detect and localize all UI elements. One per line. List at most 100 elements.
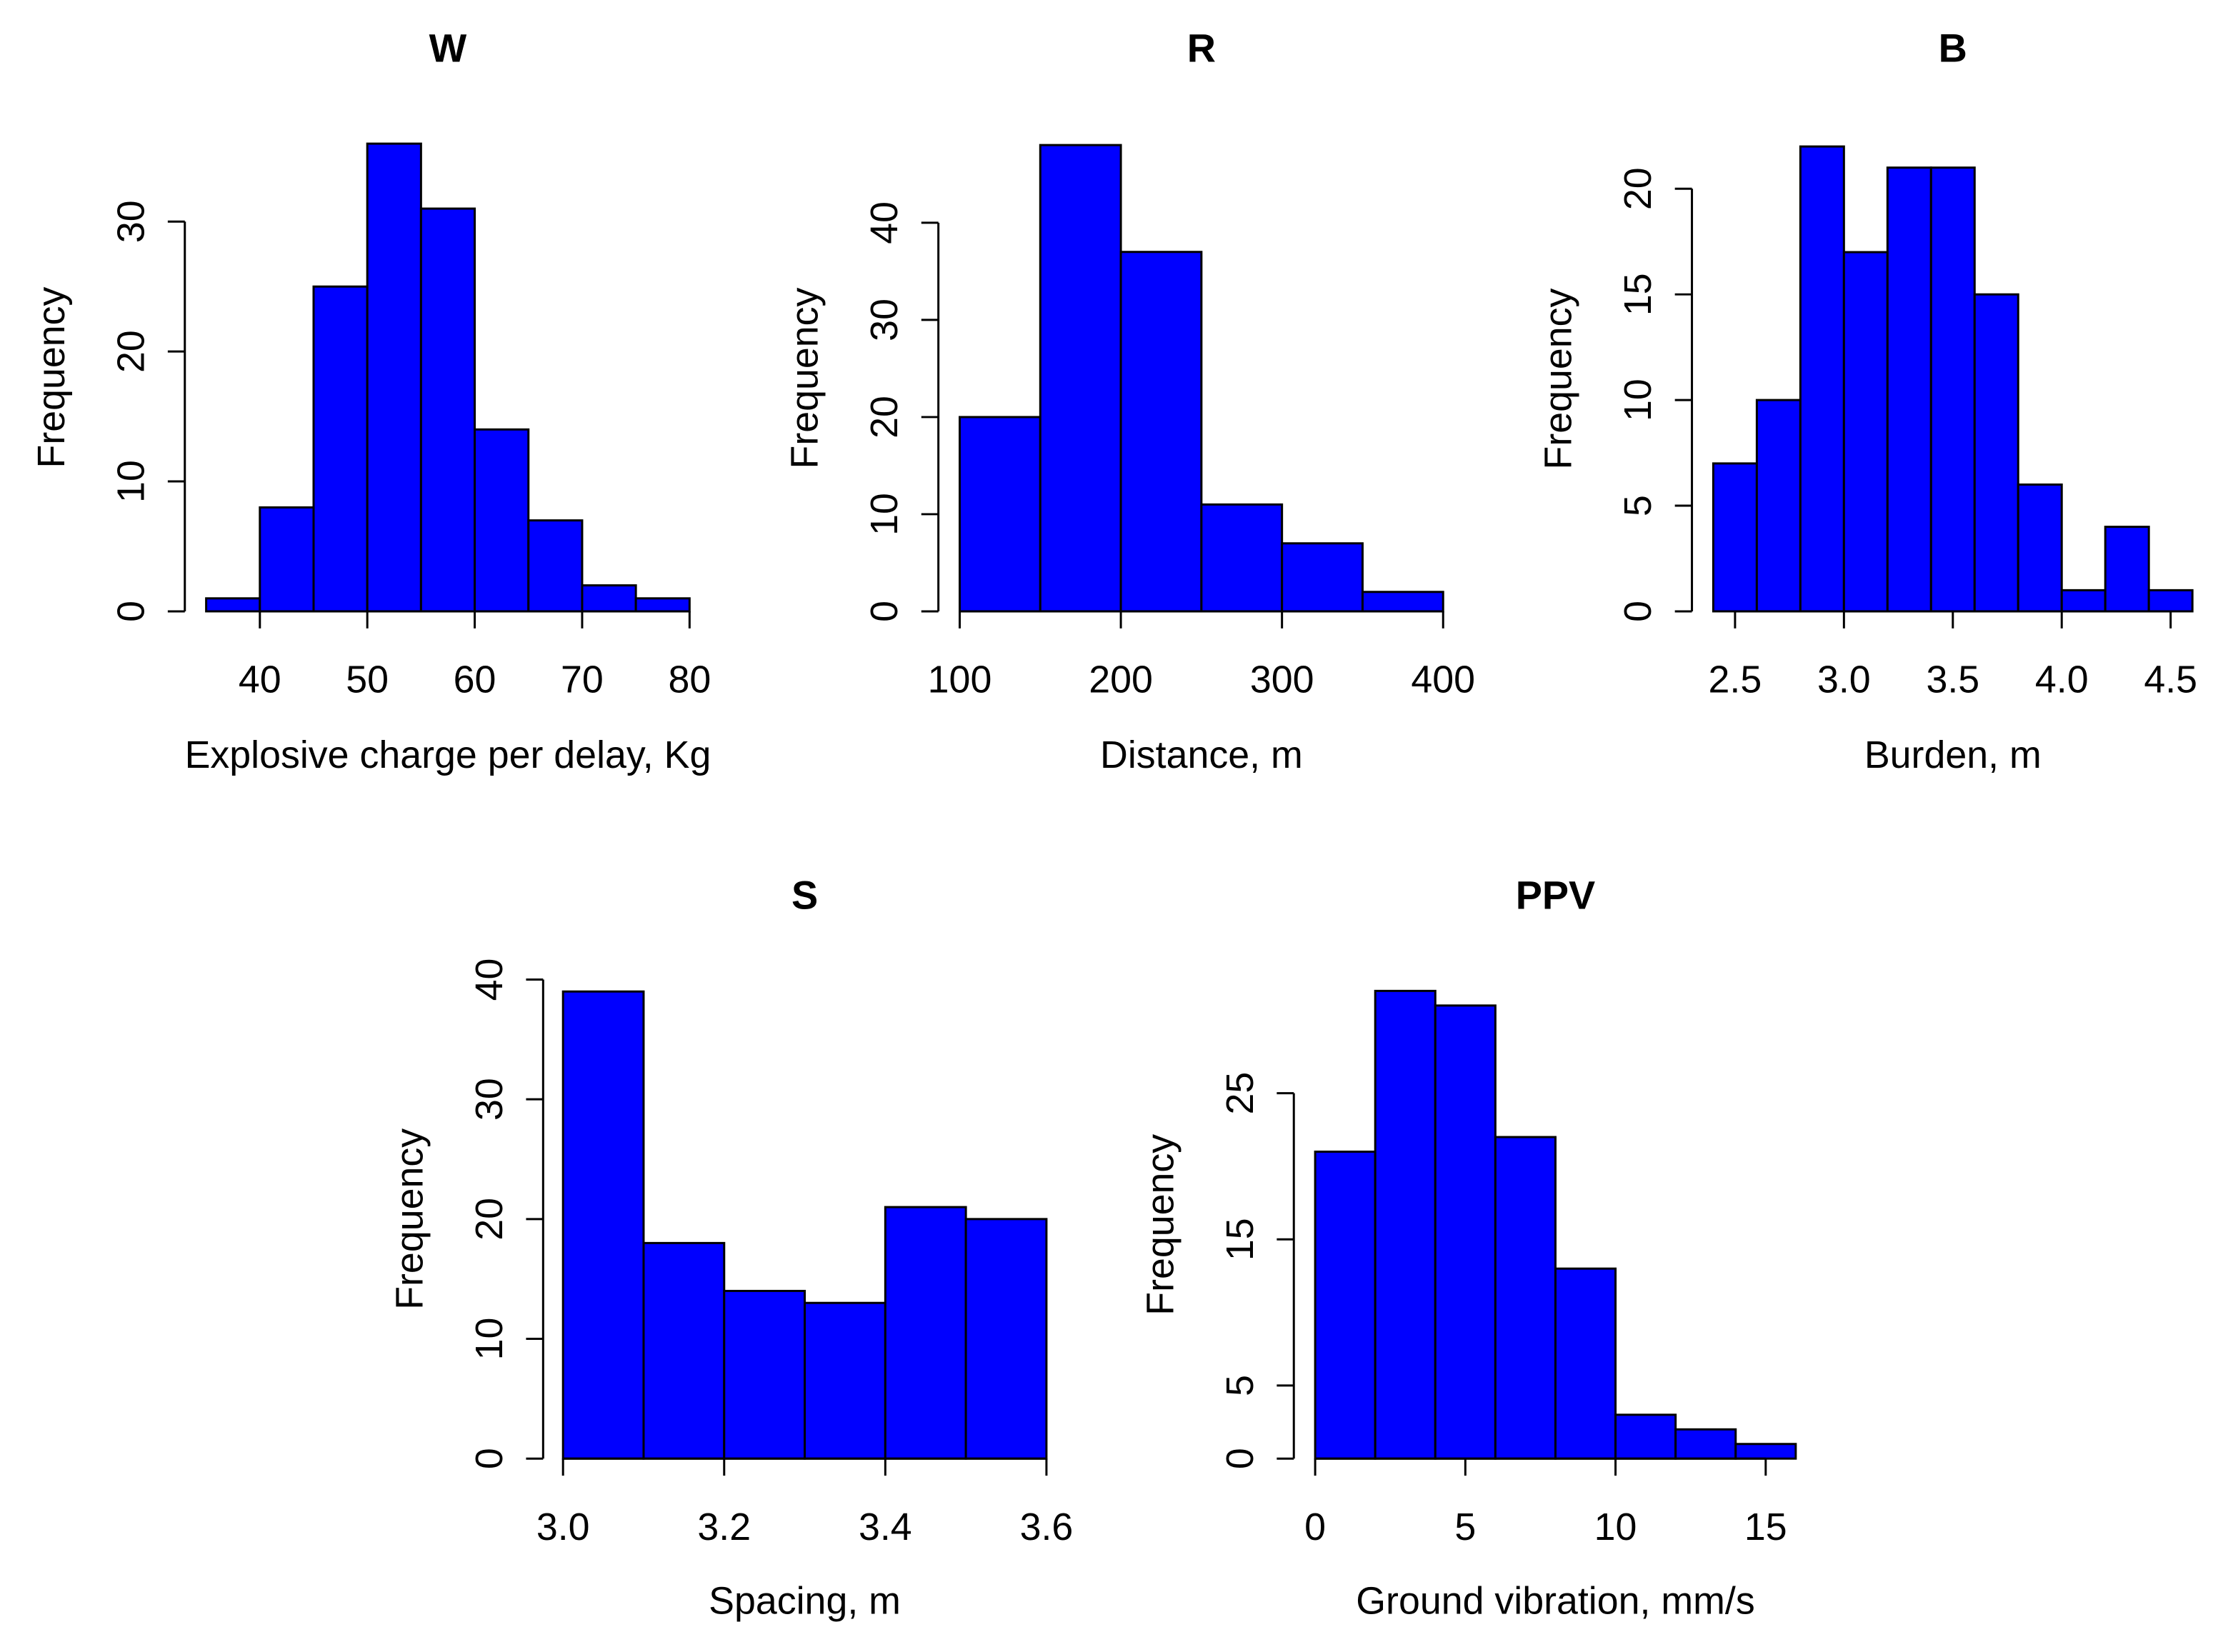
bar — [634, 597, 691, 613]
x-tick-label: 60 — [454, 659, 496, 701]
bar — [1554, 1267, 1617, 1460]
bar — [1039, 144, 1122, 613]
y-tick-label: 15 — [1219, 1218, 1262, 1261]
y-tick-label: 0 — [109, 601, 152, 622]
bar — [1374, 989, 1437, 1460]
x-tick-label: 3.5 — [1926, 659, 1979, 701]
bar — [366, 142, 422, 613]
bar — [2104, 526, 2150, 613]
bar — [642, 1241, 726, 1460]
x-axis-label: Explosive charge per delay, Kg — [185, 734, 711, 776]
x-tick-label: 3.2 — [697, 1506, 751, 1548]
y-tick-label: 20 — [863, 396, 906, 439]
bar — [964, 1218, 1048, 1460]
y-tick-label: 15 — [1617, 273, 1659, 316]
y-tick-label: 30 — [468, 1078, 511, 1121]
y-tick-label: 30 — [863, 299, 906, 341]
x-tick-label: 50 — [346, 659, 389, 701]
y-tick-label: 10 — [468, 1318, 511, 1361]
bar — [474, 428, 530, 613]
bar — [1929, 166, 1976, 613]
y-tick-label: 20 — [109, 330, 152, 373]
x-tick-label: 10 — [1594, 1506, 1637, 1548]
y-tick-label: 10 — [109, 460, 152, 503]
x-tick-label: 400 — [1411, 659, 1475, 701]
y-tick-label: 40 — [863, 201, 906, 244]
bar — [1434, 1004, 1497, 1460]
x-tick-label: 300 — [1250, 659, 1314, 701]
bar — [1973, 293, 2019, 613]
bar — [527, 519, 584, 613]
bar — [1886, 166, 1932, 613]
bar — [1712, 462, 1758, 613]
y-tick-label: 10 — [863, 493, 906, 536]
bar — [259, 506, 315, 613]
bar — [1200, 503, 1284, 613]
bar — [884, 1206, 967, 1460]
bar — [1842, 251, 1889, 613]
y-tick-label: 0 — [1219, 1448, 1262, 1469]
x-axis-label: Spacing, m — [709, 1579, 901, 1622]
y-axis-label: Frequency — [1537, 288, 1580, 469]
y-axis-label: Frequency — [784, 287, 826, 469]
bar — [1281, 542, 1364, 613]
y-tick-label: 20 — [1617, 167, 1659, 210]
y-tick-label: 0 — [863, 601, 906, 622]
x-tick-label: 4.5 — [2144, 659, 2197, 701]
bar — [959, 416, 1041, 613]
chart-title: PPV — [1516, 873, 1596, 918]
bar — [1494, 1136, 1557, 1460]
bar — [312, 285, 369, 613]
x-tick-label: 40 — [239, 659, 281, 701]
bar — [2017, 483, 2063, 613]
bar — [1361, 591, 1444, 613]
y-axis-label: Frequency — [1139, 1134, 1182, 1316]
y-tick-label: 0 — [468, 1448, 511, 1469]
bar — [561, 990, 645, 1460]
bar — [2060, 589, 2107, 613]
y-tick-label: 25 — [1219, 1072, 1262, 1115]
y-tick-label: 5 — [1617, 495, 1659, 516]
chart-title: R — [1187, 26, 1216, 70]
y-tick-label: 5 — [1219, 1375, 1262, 1396]
y-tick-label: 0 — [1617, 601, 1659, 622]
y-tick-label: 10 — [1617, 379, 1659, 421]
x-tick-label: 4.0 — [2035, 659, 2089, 701]
bar — [1614, 1413, 1677, 1460]
x-tick-label: 200 — [1089, 659, 1153, 701]
bar — [1755, 399, 1802, 613]
bar — [581, 584, 637, 613]
chart-title: S — [791, 873, 818, 918]
y-tick-label: 40 — [468, 958, 511, 1001]
bar — [1734, 1443, 1797, 1460]
x-axis-label: Distance, m — [1100, 734, 1303, 776]
bar — [1314, 1150, 1377, 1460]
bar — [1119, 251, 1203, 613]
bar — [419, 207, 476, 613]
bar — [2147, 589, 2194, 613]
bar — [1674, 1428, 1737, 1460]
y-axis-label: Frequency — [388, 1128, 431, 1310]
x-tick-label: 80 — [668, 659, 711, 701]
x-tick-label: 3.0 — [1817, 659, 1871, 701]
x-tick-label: 15 — [1744, 1506, 1787, 1548]
x-tick-label: 100 — [928, 659, 992, 701]
x-tick-label: 3.6 — [1020, 1506, 1074, 1548]
bar — [205, 597, 261, 613]
y-tick-label: 30 — [109, 200, 152, 243]
bar — [1799, 145, 1845, 613]
chart-title: B — [1939, 26, 1967, 70]
chart-title: W — [429, 26, 467, 70]
x-axis-label: Burden, m — [1864, 734, 2042, 776]
x-tick-label: 70 — [561, 659, 604, 701]
x-tick-label: 2.5 — [1709, 659, 1762, 701]
bar — [723, 1289, 806, 1460]
x-tick-label: 0 — [1304, 1506, 1326, 1548]
y-tick-label: 20 — [468, 1198, 511, 1241]
x-tick-label: 3.0 — [536, 1506, 590, 1548]
y-axis-label: Frequency — [30, 286, 73, 468]
bar — [804, 1301, 886, 1460]
x-axis-label: Ground vibration, mm/s — [1356, 1579, 1754, 1622]
x-tick-label: 3.4 — [859, 1506, 912, 1548]
